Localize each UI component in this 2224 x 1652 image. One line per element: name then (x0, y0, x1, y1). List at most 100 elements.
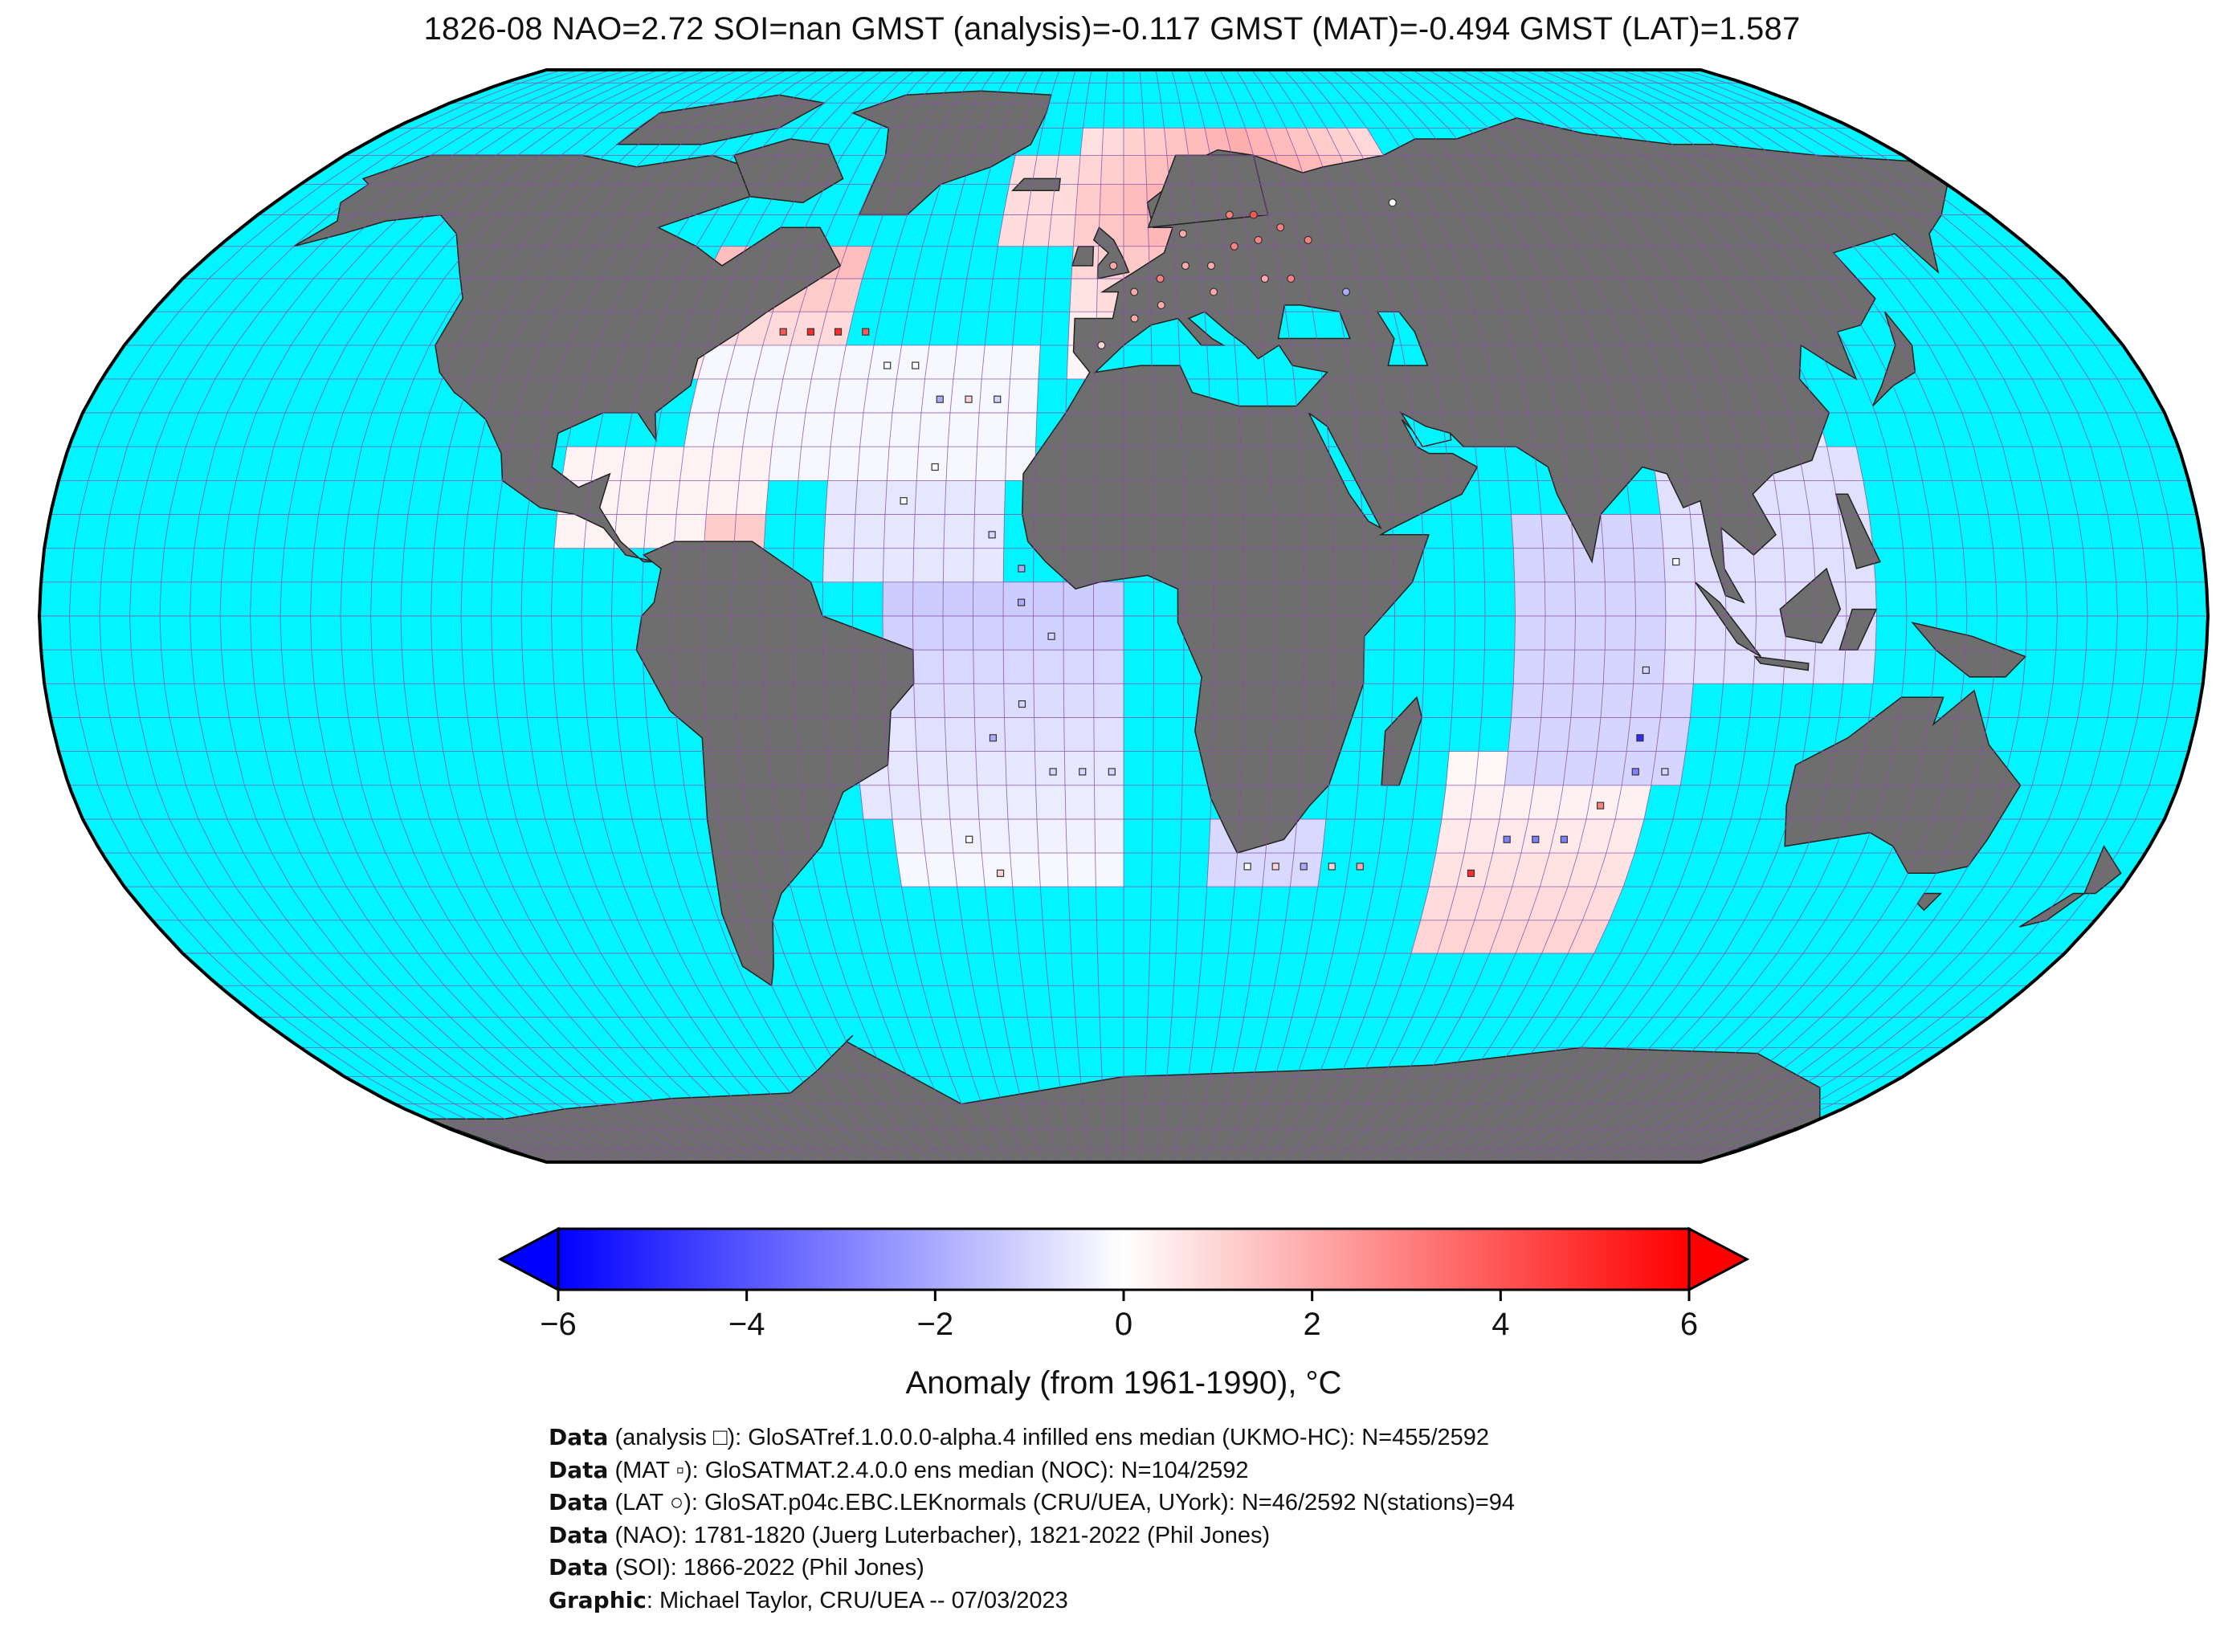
colorbar-tick-label: −4 (728, 1307, 765, 1342)
anomaly-cell (811, 345, 847, 379)
anomaly-cell (1078, 155, 1103, 185)
mat-marker (1018, 565, 1026, 573)
anomaly-cell (697, 345, 736, 379)
lat-station-marker (1287, 274, 1296, 283)
anomaly-cell (1326, 128, 1362, 156)
anomaly-cell (1549, 819, 1586, 854)
anomaly-cell (676, 480, 710, 515)
lat-station-marker (1260, 274, 1269, 283)
anomaly-cell (1774, 480, 1810, 515)
anomaly-cell (719, 378, 755, 413)
lat-station-marker (1341, 288, 1351, 296)
anomaly-cell (748, 378, 783, 413)
anomaly-cell (1543, 548, 1575, 582)
lat-station-marker (1109, 261, 1118, 271)
anomaly-cell (973, 548, 1004, 582)
anomaly-cell (1124, 155, 1147, 185)
mat-marker (965, 395, 973, 403)
anomaly-cell (769, 447, 802, 481)
anomaly-cell (1540, 853, 1578, 887)
anomaly-cell (1164, 128, 1189, 156)
anomaly-cell (1051, 184, 1078, 215)
anomaly-cell (1577, 819, 1615, 854)
mat-marker (931, 463, 939, 471)
anomaly-cell (1665, 581, 1696, 616)
anomaly-cell (946, 447, 977, 481)
anomaly-cell (1603, 548, 1635, 582)
anomaly-cell (913, 683, 945, 718)
anomaly-cell (1306, 128, 1341, 156)
anomaly-cell (924, 853, 957, 887)
anomaly-cell (739, 447, 773, 481)
world-map (37, 68, 2210, 1164)
anomaly-cell (709, 447, 743, 481)
borneo (1779, 567, 1842, 644)
lat-station-marker (1230, 242, 1239, 251)
anomaly-cell (1693, 650, 1725, 684)
anomaly-cell (953, 853, 985, 887)
anomaly-cell (1723, 548, 1756, 582)
anomaly-cell (1665, 616, 1696, 651)
anomaly-cell (835, 378, 868, 413)
anomaly-cell (1574, 581, 1606, 616)
anomaly-cell (863, 378, 897, 413)
anomaly-cell (1184, 128, 1210, 156)
anomaly-cell (1508, 717, 1541, 752)
anomaly-cell (1205, 128, 1232, 156)
anomaly-cell (1124, 184, 1148, 215)
anomaly-cell (1069, 279, 1098, 312)
anomaly-cell (945, 480, 976, 515)
anomaly-cell (975, 447, 1006, 481)
sumatra (1694, 581, 1761, 658)
anomaly-cell (1037, 819, 1067, 854)
anomaly-cell (1514, 581, 1545, 616)
anomaly-cell (1630, 683, 1663, 718)
anomaly-cell (853, 548, 884, 582)
anomaly-cell (561, 447, 597, 481)
anomaly-cell (1615, 785, 1651, 819)
mat-marker (1356, 863, 1364, 871)
lat-station-marker (1276, 223, 1285, 232)
anomaly-cell (1723, 650, 1756, 684)
anomaly-cell (1783, 548, 1816, 582)
anomaly-cell (1032, 155, 1059, 185)
anomaly-cell (1568, 853, 1606, 887)
anomaly-cell (1809, 514, 1843, 549)
anomaly-cell (943, 548, 974, 582)
anomaly-cell (887, 751, 919, 785)
anomaly-cell (742, 413, 777, 447)
anomaly-cell (1660, 514, 1694, 549)
anomaly-cell (684, 413, 719, 447)
lat-station-marker (1181, 261, 1190, 271)
anomaly-cell (1124, 214, 1149, 247)
anomaly-cell (1065, 785, 1095, 819)
anomaly-cell (1567, 717, 1601, 752)
mat-marker (1049, 768, 1057, 776)
lat-station-marker (1206, 261, 1216, 271)
colorbar-tick-label: −6 (540, 1307, 577, 1342)
mat-marker (1532, 835, 1540, 843)
anomaly-cell (912, 581, 944, 616)
anomaly-cell (591, 447, 626, 481)
anomaly-cell (827, 447, 860, 481)
anomaly-cell (945, 717, 976, 752)
mat-marker (1596, 802, 1605, 810)
anomaly-cell (1048, 214, 1076, 247)
anomaly-cell (924, 345, 957, 379)
anomaly-cell (1755, 581, 1786, 616)
anomaly-cell (1663, 650, 1696, 684)
anomaly-cell (643, 514, 677, 549)
anomaly-cell (1511, 683, 1544, 718)
anomaly-cell (943, 616, 973, 651)
anomaly-cell (918, 413, 950, 447)
anomaly-cell (921, 819, 953, 854)
anomaly-cell (857, 447, 890, 481)
mat-marker (989, 734, 998, 742)
lat-station-marker (1130, 288, 1139, 296)
anomaly-cell (1094, 785, 1124, 819)
anomaly-cell (1265, 128, 1297, 156)
anomaly-cell (1603, 650, 1635, 684)
anomaly-cell (855, 480, 888, 515)
anomaly-cell (1144, 128, 1167, 156)
anomaly-cell (1420, 887, 1457, 920)
